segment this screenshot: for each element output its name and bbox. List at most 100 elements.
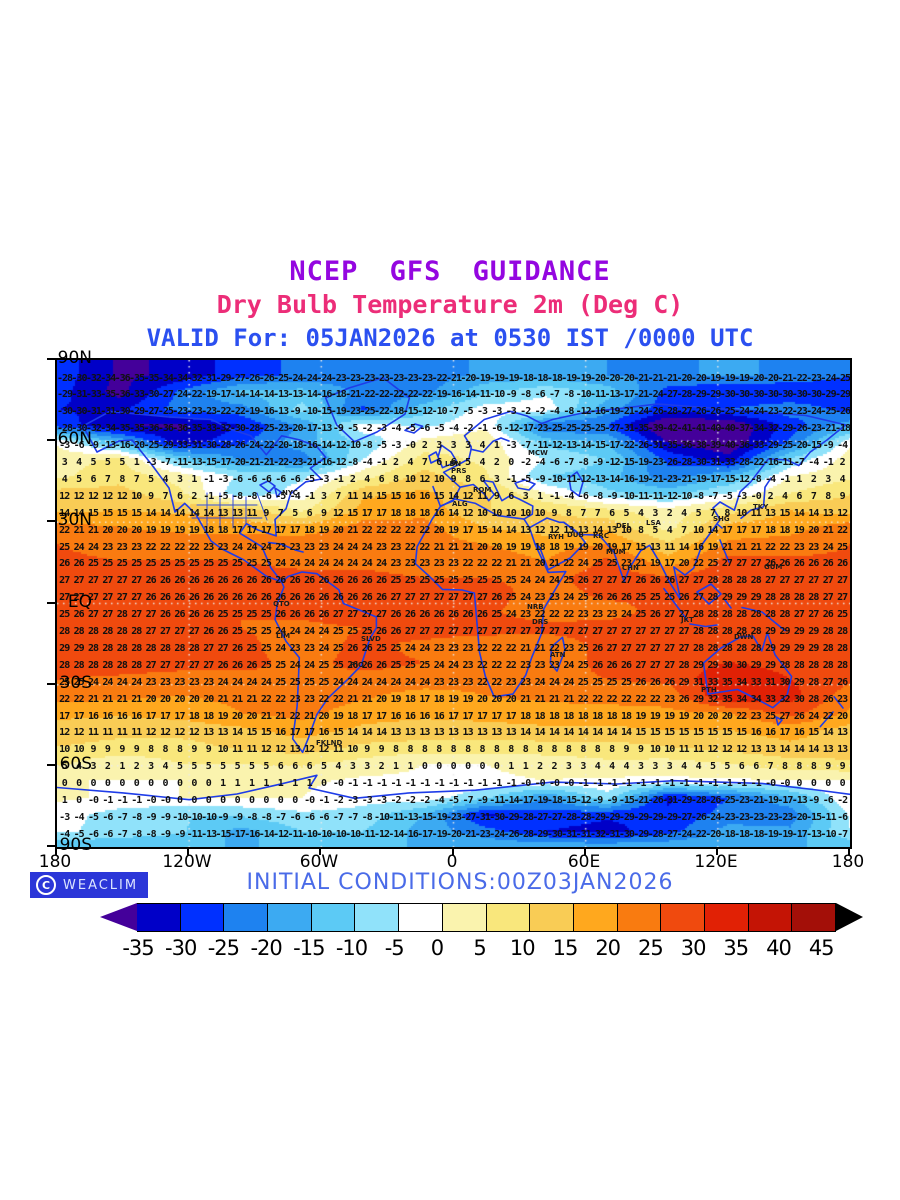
temperature-value: 21 <box>116 693 128 705</box>
coast-british-isles <box>428 444 458 469</box>
temperature-value: 4 <box>364 473 370 485</box>
temperature-value: 27 <box>664 642 675 654</box>
temperature-value: -1 <box>635 778 646 790</box>
temperature-value: 6 <box>306 761 313 773</box>
temperature-value: 28 <box>750 575 762 587</box>
temperature-value: 26 <box>376 575 387 587</box>
temperature-value: -4 <box>73 811 85 823</box>
temperature-value: 28 <box>779 592 790 604</box>
temperature-value: 13 <box>203 727 214 739</box>
temperature-value: 24 <box>73 541 85 553</box>
temperature-value: 23 <box>102 541 113 553</box>
lat-tick-label: 60N <box>57 429 92 449</box>
temperature-value: 0 <box>119 778 125 790</box>
temperature-value: 23 <box>462 642 474 654</box>
temperature-value: -29 <box>532 828 548 840</box>
temperature-value: -9 <box>145 811 157 823</box>
temperature-value: 25 <box>635 609 646 621</box>
temperature-value: 24 <box>318 626 329 637</box>
temperature-value: 14 <box>606 727 618 739</box>
temperature-value: -15 <box>662 843 678 847</box>
temperature-value: 26 <box>246 575 257 587</box>
temperature-value: -9 <box>592 795 603 806</box>
temperature-value: -25 <box>273 372 289 384</box>
temperature-value: 26 <box>260 575 272 587</box>
temperature-value: -11 <box>474 389 491 401</box>
temperature-value: 16 <box>750 727 762 739</box>
temperature-value: 24 <box>548 575 560 587</box>
temperature-value: 27 <box>664 609 675 621</box>
temperature-value: -9 <box>505 389 517 401</box>
temperature-value: -12 <box>734 473 750 485</box>
temperature-value: -15 <box>388 843 404 847</box>
temperature-value: 11 <box>476 490 488 502</box>
temperature-value: 26 <box>174 575 185 587</box>
coast-tasmania <box>775 716 783 726</box>
temperature-value: 11 <box>347 490 358 502</box>
station-code: RIO <box>350 661 364 669</box>
temperature-value: 28 <box>188 642 200 654</box>
temperature-value: -15 <box>763 843 779 847</box>
temperature-value: 27 <box>404 592 416 604</box>
temperature-value: 19 <box>793 524 805 536</box>
temperature-value: 2 <box>349 473 356 485</box>
temperature-value: 25 <box>621 676 632 688</box>
temperature-value: 24 <box>621 609 632 621</box>
temperature-value: 27 <box>73 575 85 587</box>
temperature-value: 24 <box>419 642 430 654</box>
temperature-value: 2 <box>551 761 558 773</box>
temperature-value: 5 <box>234 761 241 773</box>
temperature-value: 9 <box>364 744 370 756</box>
temperature-value: 24 <box>87 541 99 553</box>
temperature-value: -11 <box>388 811 404 823</box>
temperature-value: -19 <box>431 811 448 823</box>
temperature-value: -0 <box>304 795 315 806</box>
colorbar-tick-label: 15 <box>552 936 579 960</box>
temperature-value: -9 <box>534 473 546 485</box>
temperature-value: 7 <box>767 761 774 773</box>
temperature-value: -1 <box>505 778 517 790</box>
station-code: PTH <box>701 686 717 694</box>
temperature-value: 14 <box>592 727 603 739</box>
temperature-value: 26 <box>217 592 229 604</box>
temperature-value: -15 <box>590 843 606 847</box>
temperature-value: 17 <box>145 710 157 722</box>
temperature-value: -14 <box>258 828 275 840</box>
temperature-value: -11 <box>186 828 203 840</box>
temperature-value: 23 <box>289 541 301 553</box>
temperature-value: -19 <box>330 406 347 418</box>
temperature-value: -15 <box>475 843 491 847</box>
temperature-value: 29 <box>736 592 747 604</box>
temperature-row: 27 27 27 27 27 27 26 26 26 26 26 26 26 26 26 26 26 26 26 26… <box>57 568 850 586</box>
temperature-value: 4 <box>609 761 615 773</box>
temperature-value: 1 <box>508 761 514 773</box>
temperature-value: 25 <box>246 642 257 654</box>
temperature-value: 28 <box>736 609 747 621</box>
temperature-value: 27 <box>404 626 416 637</box>
temperature-value: -30 <box>734 389 750 401</box>
temperature-value: -0 <box>160 795 171 806</box>
temperature-value: 28 <box>73 626 85 637</box>
temperature-value: 27 <box>131 592 142 604</box>
temperature-value: -19 <box>431 828 448 840</box>
temperature-value: 32 <box>707 693 718 705</box>
temperature-value: -7 <box>520 440 531 452</box>
temperature-value: 28 <box>779 659 790 671</box>
temperature-row: 3 4 5 5 5 1 -3 -7 -11-13-15-17-20-21-21-22-23-21… <box>57 450 850 468</box>
temperature-value: -29 <box>777 423 793 435</box>
temperature-value: -7 <box>563 457 574 468</box>
temperature-value: 24 <box>289 626 301 637</box>
temperature-value: 24 <box>131 676 142 688</box>
temperature-value: 3 <box>465 440 471 452</box>
temperature-value: 5 <box>76 473 82 485</box>
temperature-value: 10 <box>534 507 546 519</box>
temperature-value: -20 <box>618 372 635 384</box>
temperature-value: 2 <box>839 457 846 468</box>
station-code: MCW <box>528 449 548 457</box>
temperature-value: -31 <box>85 406 102 418</box>
temperature-value: 14 <box>577 727 589 739</box>
temperature-value: 25 <box>606 676 618 688</box>
temperature-value: -38 <box>690 440 707 452</box>
temperature-value: 8 <box>825 490 831 502</box>
temperature-value: 23 <box>664 693 675 705</box>
